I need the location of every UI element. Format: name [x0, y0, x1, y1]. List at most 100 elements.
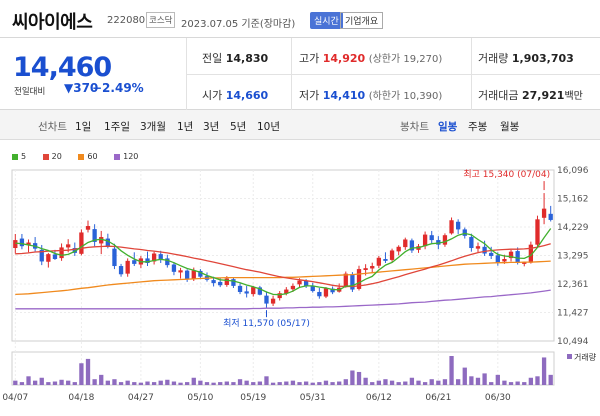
tab-1d[interactable]: 1일: [75, 121, 92, 133]
candle-body: [72, 248, 77, 253]
y-tick-label: 10,494: [557, 337, 589, 347]
company-overview-button[interactable]: 기업개요: [340, 12, 384, 29]
candle-body: [26, 242, 31, 245]
volume-bar: [383, 379, 388, 385]
tab-1y[interactable]: 1년: [177, 121, 194, 133]
candle-body: [231, 279, 236, 286]
volume-bar: [416, 380, 421, 385]
volume-bar: [396, 382, 401, 385]
tab-3y[interactable]: 3년: [203, 121, 220, 133]
candle-body: [383, 259, 388, 261]
candle-body: [237, 285, 243, 292]
candle-body: [370, 266, 375, 269]
divider: [186, 74, 600, 75]
volume-bar: [46, 382, 51, 385]
candle-body: [389, 250, 395, 260]
candle-body: [356, 269, 362, 289]
candle-body: [257, 287, 263, 295]
candle-body: [429, 235, 434, 241]
tab-weekly[interactable]: 주봉: [468, 121, 488, 133]
candle-body: [456, 221, 461, 230]
tab-5y[interactable]: 5년: [230, 121, 247, 133]
candle-body: [495, 255, 500, 263]
candle-body: [422, 234, 428, 247]
candle-body: [13, 240, 18, 249]
volume-bar: [337, 381, 342, 385]
candle-body: [118, 266, 124, 275]
candle-body: [297, 280, 302, 285]
volume-bar: [429, 379, 434, 385]
volume-bar: [26, 376, 31, 385]
high-price: 고가 14,920 (상한가 19,270): [299, 52, 443, 65]
chart-period-tabs: 선차트 1일 1주일 3개월 1년 3년 5년 10년 봉차트 일봉 주봉 월봉: [0, 110, 600, 140]
volume-bar: [409, 377, 415, 385]
candle-body: [244, 291, 249, 294]
base-date: 2023.07.05 기준(장마감): [181, 19, 296, 30]
volume-bar: [118, 382, 124, 385]
volume-bar: [502, 380, 507, 385]
tab-monthly[interactable]: 월봉: [500, 121, 520, 133]
stock-header: 씨아이에스 222080 코스닥 2023.07.05 기준(장마감) 실시간 …: [0, 0, 600, 38]
volume-bar: [79, 363, 84, 385]
low-price: 저가 14,410 (하한가 10,390): [299, 89, 443, 102]
tab-1w[interactable]: 1주일: [104, 121, 131, 133]
candle-body: [112, 248, 117, 267]
volume-bar: [191, 377, 196, 385]
volume-bar: [198, 380, 203, 385]
volume-bar: [264, 376, 269, 385]
candle-body: [198, 270, 203, 277]
volume-bar: [376, 380, 381, 385]
volume-bar: [66, 380, 71, 385]
candle-body: [66, 244, 71, 248]
moving-average-ma20: [15, 243, 551, 288]
legend-ma5: 5: [12, 152, 26, 161]
volume-bar: [125, 380, 130, 385]
volume-bar: [541, 357, 547, 385]
candle-body: [19, 238, 25, 247]
tab-3m[interactable]: 3개월: [140, 121, 167, 133]
candle-body: [224, 278, 229, 285]
candle-body: [39, 249, 44, 262]
candle-body: [218, 281, 223, 286]
volume-bar: [508, 382, 514, 385]
moving-average-ma5: [15, 228, 552, 296]
candle-body: [323, 288, 329, 297]
candle-body: [502, 259, 507, 262]
volume-bar: [39, 377, 44, 385]
trade-amount: 거래대금 27,921백만: [478, 89, 583, 102]
candle-body: [277, 293, 282, 299]
volume-bar: [515, 381, 520, 385]
volume-bar: [132, 382, 137, 385]
candle-body: [515, 251, 520, 263]
tab-daily[interactable]: 일봉: [438, 121, 458, 133]
volume-bar: [303, 381, 309, 385]
candle-body: [270, 298, 276, 304]
volume-bar: [522, 382, 527, 385]
volume-bar: [99, 374, 104, 385]
volume-bar: [244, 380, 249, 385]
tab-10y[interactable]: 10년: [257, 121, 281, 133]
candle-body: [171, 264, 177, 272]
candle-body: [548, 213, 553, 220]
volume-bar: [257, 381, 263, 385]
candle-body: [251, 287, 256, 295]
volume-bar: [171, 381, 177, 385]
y-tick-label: 15,162: [557, 195, 589, 205]
candle-body: [363, 268, 368, 270]
realtime-button[interactable]: 실시간: [310, 12, 343, 29]
price-change: ▼370: [64, 81, 99, 95]
candle-body: [436, 240, 441, 245]
volume-bar: [72, 382, 77, 385]
candle-body: [145, 258, 150, 263]
current-price: 14,460: [13, 52, 112, 83]
volume-bar: [469, 376, 474, 385]
x-tick-label: 04/27: [128, 393, 154, 403]
candle-body: [211, 280, 216, 284]
line-chart-label: 선차트: [38, 121, 67, 133]
high-annotation: 최고 15,340 (07/04): [463, 169, 550, 180]
x-tick-label: 04/18: [68, 393, 94, 403]
candle-body: [475, 246, 481, 249]
y-tick-label: 13,295: [557, 252, 589, 262]
volume-bar: [185, 382, 190, 385]
